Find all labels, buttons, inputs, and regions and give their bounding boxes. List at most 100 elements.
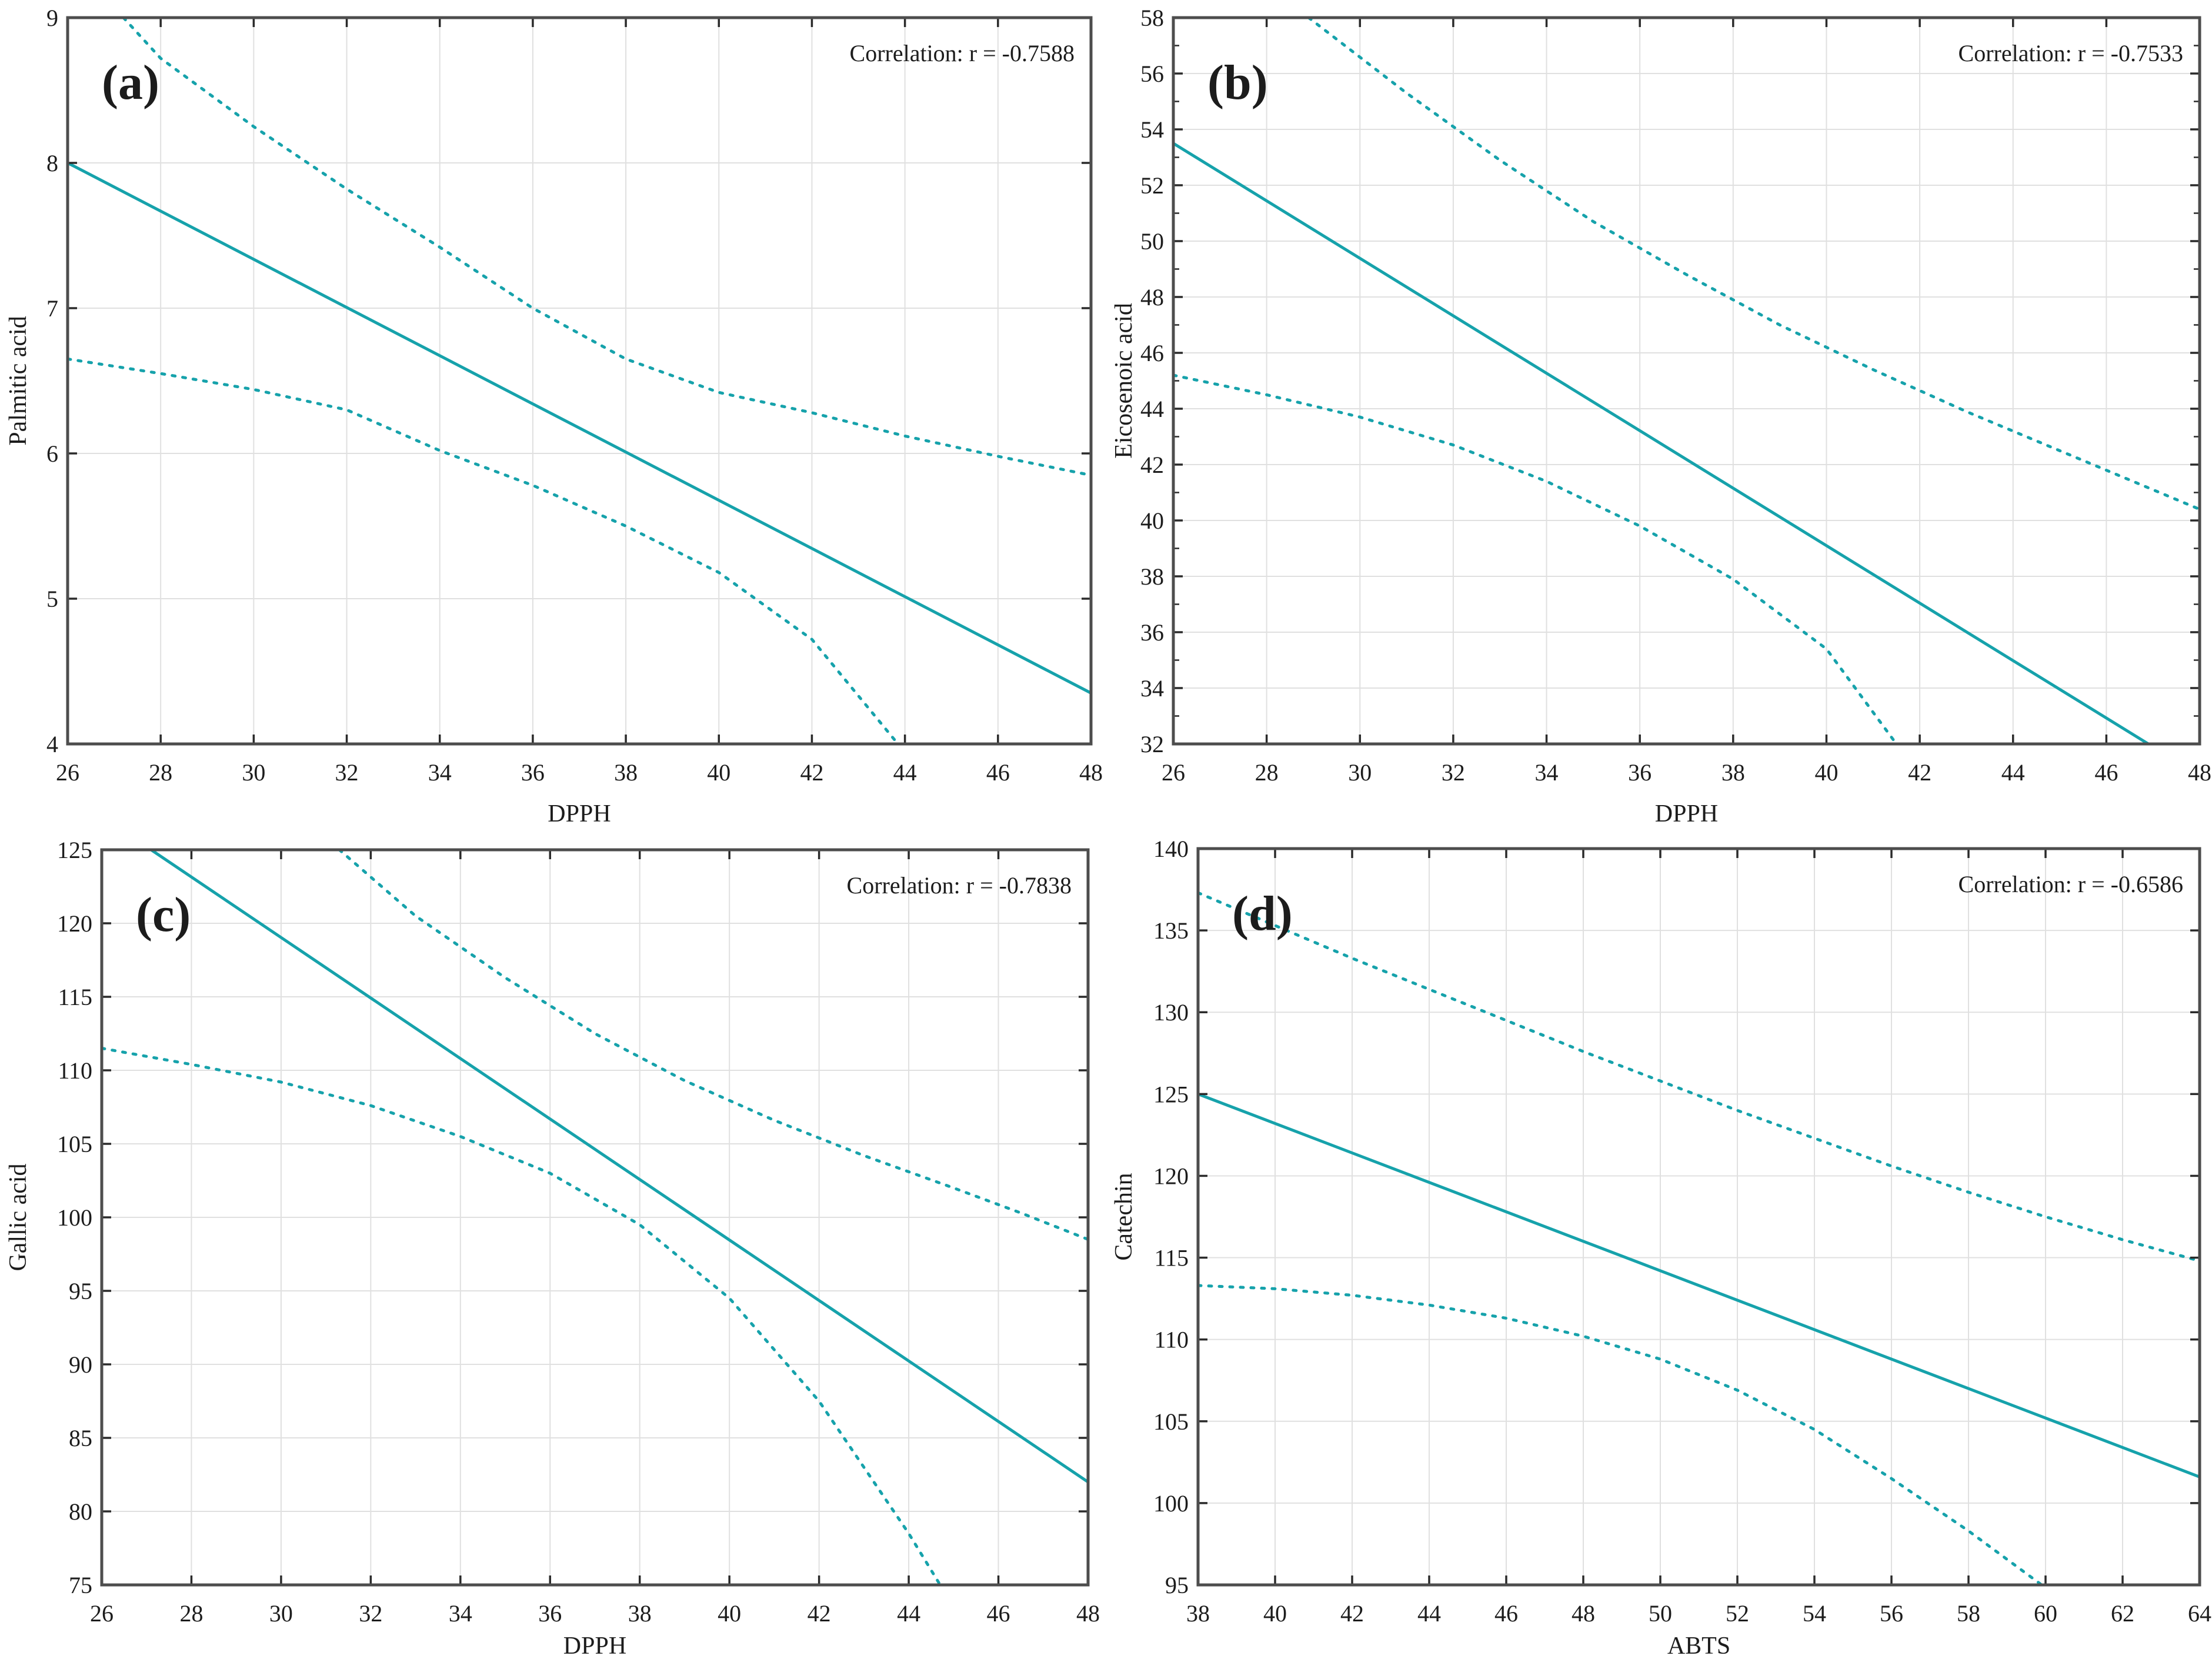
panel-a-chart: 26 28 30 32 34 36 38 40 42 44 46 48 4 5 6 7 8 9 DPPH Palmit… (5, 5, 1103, 827)
y-tick-label: 8 (46, 150, 58, 176)
x-tick-label: 28 (179, 1600, 203, 1627)
y-tick-label: 120 (57, 910, 92, 937)
x-tick-label: 42 (1908, 759, 1931, 786)
x-tick-label: 44 (1417, 1600, 1441, 1627)
confidence-upper (1307, 18, 2200, 511)
correlation-annotation: Correlation: r = -0.6586 (1959, 871, 2183, 897)
x-tick-label: 44 (897, 1600, 920, 1627)
x-tick-label: 46 (2094, 759, 2118, 786)
regression-line (68, 161, 1091, 695)
y-tick-label: 135 (1153, 917, 1189, 944)
series-group (68, 18, 1091, 744)
y-tick-label: 36 (1140, 619, 1164, 646)
x-tick-label: 42 (1340, 1600, 1364, 1627)
y-tick-label: 7 (46, 295, 58, 322)
x-tick-label: 28 (1255, 759, 1279, 786)
x-tick-label: 48 (1079, 759, 1103, 786)
x-tick-label: 34 (449, 1600, 472, 1627)
tick-labels: 38 40 42 44 46 48 50 52 54 56 58 60 62 64 95 100 105 110 1… (1153, 836, 2211, 1627)
x-axis-label: DPPH (1655, 800, 1718, 827)
panel-d: 38 40 42 44 46 48 50 52 54 56 58 60 62 64 95 100 105 110 1… (1106, 829, 2211, 1658)
confidence-lower (68, 357, 900, 744)
y-tick-label: 75 (69, 1572, 92, 1598)
x-tick-label: 26 (1162, 759, 1185, 786)
x-tick-label: 26 (90, 1600, 114, 1627)
regression-line (1198, 1092, 2200, 1478)
x-tick-label: 46 (1494, 1600, 1518, 1627)
x-tick-label: 38 (614, 759, 638, 786)
confidence-lower (1198, 1284, 2043, 1585)
x-tick-label: 52 (1726, 1600, 1749, 1627)
y-tick-label: 40 (1140, 508, 1164, 534)
x-tick-label: 30 (242, 759, 265, 786)
y-tick-label: 115 (58, 984, 92, 1010)
y-axis-label: Eicosenoic acid (1110, 303, 1137, 459)
x-tick-label: 40 (707, 759, 730, 786)
y-tick-label: 110 (1154, 1327, 1189, 1353)
regression-line (1173, 142, 2150, 744)
x-tick-label: 40 (1814, 759, 1838, 786)
series-group (1198, 891, 2200, 1585)
x-axis-label: DPPH (548, 800, 610, 827)
tick-labels: 26 28 30 32 34 36 38 40 42 44 46 48 4 5 6 7 8 9 (46, 5, 1103, 786)
gridlines (1198, 849, 2200, 1585)
confidence-lower (1173, 373, 1898, 744)
y-axis-label: Gallic acid (5, 1163, 32, 1271)
plot-area (1173, 18, 2200, 744)
x-tick-label: 34 (1535, 759, 1559, 786)
series-group (102, 850, 1088, 1585)
y-tick-label: 42 (1140, 452, 1164, 478)
y-tick-label: 56 (1140, 61, 1164, 87)
correlation-annotation: Correlation: r = -0.7588 (850, 40, 1075, 66)
y-tick-label: 105 (1153, 1408, 1189, 1435)
x-tick-label: 36 (538, 1600, 562, 1627)
plot-border (1196, 847, 2201, 1587)
y-tick-label: 115 (1154, 1245, 1189, 1271)
confidence-lower (102, 1047, 942, 1585)
x-axis-label: DPPH (563, 1633, 626, 1658)
y-tick-label: 9 (46, 5, 58, 31)
y-tick-label: 38 (1140, 563, 1164, 590)
y-tick-label: 100 (1153, 1490, 1189, 1517)
series-group (1173, 18, 2200, 744)
y-axis-label: Catechin (1110, 1173, 1137, 1260)
x-axis-label: ABTS (1667, 1633, 1730, 1658)
y-tick-label: 52 (1140, 172, 1164, 199)
x-tick-label: 44 (893, 759, 917, 786)
y-tick-label: 32 (1140, 731, 1164, 757)
x-tick-label: 48 (1076, 1600, 1100, 1627)
panel-letter: (d) (1232, 886, 1293, 941)
y-tick-label: 34 (1140, 675, 1164, 702)
y-tick-label: 80 (69, 1498, 92, 1525)
y-axis-label: Palmitic acid (5, 316, 32, 445)
plot-border (66, 16, 1093, 746)
y-tick-label: 110 (58, 1057, 92, 1084)
x-tick-label: 48 (1572, 1600, 1595, 1627)
y-tick-label: 50 (1140, 228, 1164, 255)
y-tick-label: 6 (46, 440, 58, 467)
tick-labels: 26 28 30 32 34 36 38 40 42 44 46 48 32 34 36 38 40 42 44 46… (1140, 5, 2211, 786)
x-tick-label: 34 (428, 759, 452, 786)
y-tick-label: 5 (46, 586, 58, 612)
x-tick-label: 36 (521, 759, 545, 786)
panel-c-chart: 26 28 30 32 34 36 38 40 42 44 46 48 75 80 85 90 95 100 105… (5, 837, 1100, 1658)
x-tick-label: 58 (1957, 1600, 1980, 1627)
x-tick-label: 46 (986, 759, 1010, 786)
panel-b: 26 28 30 32 34 36 38 40 42 44 46 48 32 34 36 38 40 42 44 46… (1106, 0, 2211, 829)
x-tick-label: 56 (1880, 1600, 1903, 1627)
y-tick-label: 95 (69, 1278, 92, 1304)
panel-letter: (b) (1207, 55, 1268, 110)
plot-border (1172, 16, 2201, 746)
y-tick-label: 130 (1153, 999, 1189, 1026)
tick-labels: 26 28 30 32 34 36 38 40 42 44 46 48 75 80 85 90 95 100 105… (57, 837, 1100, 1627)
y-tick-label: 125 (57, 837, 92, 863)
y-tick-label: 105 (57, 1131, 92, 1157)
confidence-upper (1198, 891, 2200, 1263)
y-tick-label: 140 (1153, 836, 1189, 862)
x-tick-label: 30 (269, 1600, 293, 1627)
x-tick-label: 44 (2001, 759, 2025, 786)
x-tick-label: 26 (56, 759, 79, 786)
y-tick-label: 95 (1165, 1572, 1189, 1598)
panel-letter: (c) (136, 887, 191, 942)
